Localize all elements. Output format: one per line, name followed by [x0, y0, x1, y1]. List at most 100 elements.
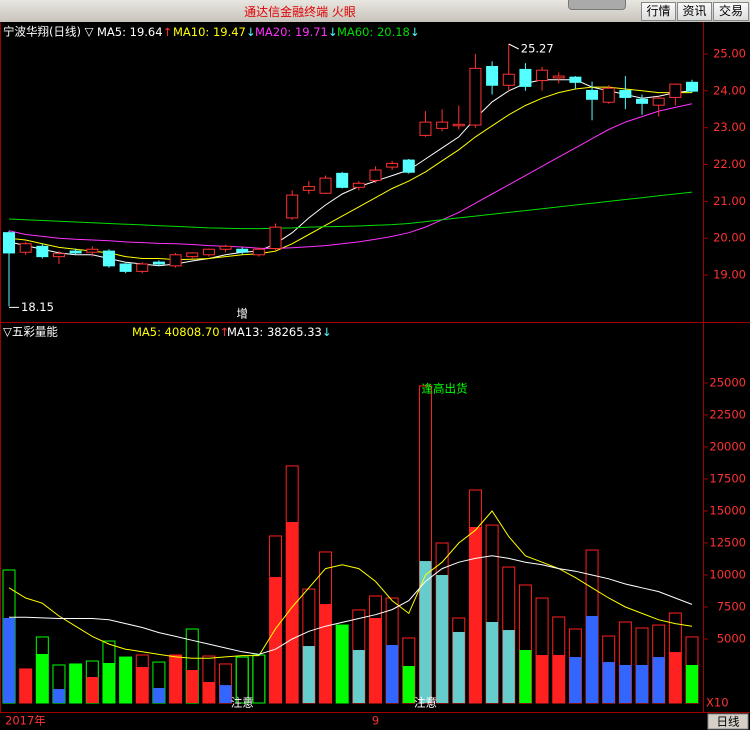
volume-bar-inner	[686, 664, 698, 703]
candle-body	[186, 252, 199, 258]
volume-bar-inner	[136, 667, 149, 703]
candle-body	[386, 162, 399, 168]
chart: 日线 19.00 20.00 21.00 22.00 23.00 24.00 25.00 25…	[0, 22, 750, 730]
volume-bar-inner	[536, 655, 549, 703]
legend-entry: MA13: 38265.33↓	[227, 325, 331, 339]
candle-body	[319, 177, 332, 194]
candle-body	[419, 121, 432, 136]
x-tick-label: 2017年	[5, 714, 46, 728]
volume-bar-inner	[502, 630, 515, 703]
volume-bar-inner	[369, 618, 382, 703]
y-tick-label: 20.00	[713, 231, 746, 245]
candle-body	[269, 226, 282, 250]
volume-bar-inner	[202, 682, 215, 703]
annotation-leader	[508, 43, 519, 50]
menu-button[interactable]: 资讯	[677, 2, 712, 21]
panel-title: 宁波华翔(日线) ▽	[3, 25, 94, 39]
candle-body	[569, 76, 582, 83]
candle-body	[619, 89, 632, 98]
candle-body	[236, 248, 249, 253]
candle-body	[286, 194, 299, 219]
candle-body	[352, 182, 365, 188]
volume-bar-inner	[569, 657, 582, 703]
volume-bar-inner	[302, 646, 315, 703]
legend-trend: ↑	[220, 325, 230, 339]
y-tick-label: 24.00	[713, 83, 746, 97]
volume-bar-inner	[186, 669, 199, 703]
candle-body	[152, 261, 165, 265]
candle-body	[436, 121, 449, 129]
menu-button[interactable]: 交易	[713, 2, 749, 21]
ma-line	[8, 103, 693, 250]
window-title: 通达信金融终端 火眼	[244, 5, 356, 19]
volume-bar-inner	[3, 618, 15, 703]
volume-bar-inner	[319, 604, 332, 703]
tab-handle[interactable]	[568, 0, 626, 10]
annotation: 注意	[414, 696, 437, 710]
candle-body	[552, 75, 565, 79]
candle-body	[136, 263, 149, 272]
candle-body	[502, 73, 515, 86]
candle-body	[3, 232, 15, 254]
volume-bar-inner	[119, 657, 132, 703]
volume-bar-inner	[86, 677, 99, 703]
volume-bar-inner	[636, 664, 649, 703]
volume-bar-inner	[19, 668, 32, 703]
title-bar: 通达信金融终端 火眼 行情 资讯 交易	[0, 0, 750, 23]
candle-body	[336, 172, 349, 188]
legend-label: MA5: 19.64	[97, 25, 163, 39]
y-tick-label: 21.00	[713, 194, 746, 208]
legend-trend: ↓	[410, 25, 420, 39]
ma-line	[8, 191, 693, 230]
y-tick-label: 15000	[709, 504, 746, 518]
volume-bar-inner	[386, 645, 399, 703]
y-tick-label: 23.00	[713, 120, 746, 134]
x-tick-label: 9	[372, 714, 379, 728]
y-tick-label: 5000	[717, 632, 746, 646]
period-box[interactable]	[707, 713, 749, 730]
volume-bar-inner	[469, 527, 482, 703]
legend-trend: ↓	[322, 325, 332, 339]
legend-label: MA13: 38265.33	[227, 325, 322, 339]
y-tick-label: 10000	[709, 568, 746, 582]
volume-bar-inner	[152, 688, 165, 703]
volume-bar-inner	[652, 657, 665, 703]
volume-bar-inner	[619, 664, 632, 703]
candle-body	[252, 248, 265, 256]
candle-body	[369, 169, 382, 181]
legend-label: MA5: 40808.70	[132, 325, 220, 339]
volume-bar-inner	[269, 577, 282, 703]
candle-body	[86, 248, 99, 253]
candle-body	[202, 248, 215, 256]
y-tick-label: 7500	[717, 600, 746, 614]
volume-bar-inner	[519, 650, 532, 703]
period-label[interactable]: 日线	[717, 715, 740, 729]
candle-body	[669, 83, 682, 98]
annotation: 18.15	[21, 300, 54, 314]
candle-body	[586, 89, 599, 100]
volume-bar-inner	[419, 561, 432, 703]
candle-body	[536, 69, 549, 81]
menu-button[interactable]: 行情	[641, 2, 676, 21]
legend-label: MA10: 19.47	[173, 25, 246, 39]
volume-bar-inner	[402, 666, 415, 703]
volume-bar-inner	[486, 621, 499, 703]
ma-line	[8, 510, 693, 659]
candle-body	[119, 263, 132, 272]
volume-bar-inner	[235, 656, 249, 704]
volume-bar-inner	[102, 663, 115, 703]
y-tick-label: 12500	[709, 536, 746, 550]
candle-body	[52, 253, 65, 258]
volume-bar-inner	[286, 522, 299, 703]
candle-body	[519, 68, 532, 87]
legend-entry: MA60: 20.18↓	[337, 25, 420, 39]
y-tick-label: 20000	[709, 440, 746, 454]
y-tick-label: 25.00	[713, 46, 746, 60]
legend-entry: MA5: 40808.70↑	[132, 325, 229, 339]
volume-bar-inner	[586, 615, 599, 703]
volume-bar-inner	[69, 663, 82, 703]
annotation: 逢高出货	[421, 381, 467, 395]
candle-body	[486, 65, 499, 86]
candle-body	[102, 250, 115, 267]
candle-body	[402, 159, 415, 173]
